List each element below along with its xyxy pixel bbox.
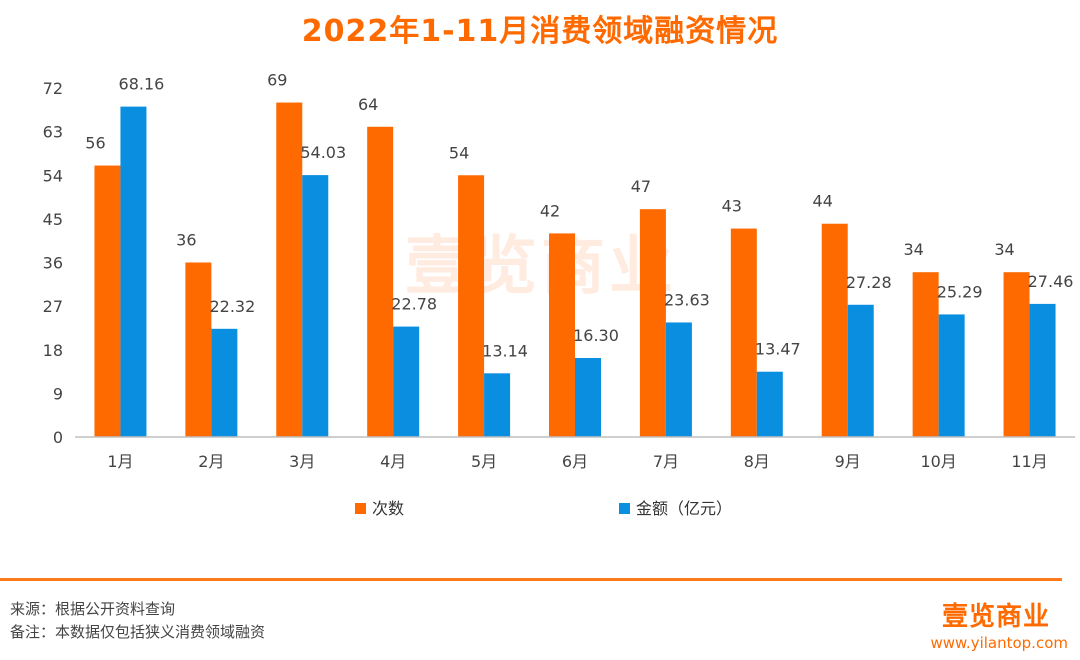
- y-tick-label: 0: [53, 428, 63, 447]
- data-label: 43: [722, 197, 742, 216]
- data-label: 44: [813, 192, 833, 211]
- data-label: 27.46: [1028, 272, 1074, 291]
- y-tick-label: 27: [43, 297, 63, 316]
- y-axis: 0 9 18 27 36 45 54 63 72: [43, 79, 63, 447]
- bar-amount: [756, 371, 783, 437]
- x-tick-label: 2月: [198, 452, 224, 471]
- legend-swatch: [619, 503, 630, 514]
- x-tick-label: 6月: [562, 452, 588, 471]
- bar-count: [458, 175, 485, 437]
- x-tick-label: 1月: [107, 452, 133, 471]
- data-label: 36: [176, 231, 196, 250]
- legend-label: 金额（亿元）: [636, 499, 732, 518]
- bar-amount: [847, 304, 874, 437]
- data-label: 54: [449, 143, 469, 162]
- x-tick-label: 8月: [744, 452, 770, 471]
- data-label: 56: [85, 134, 105, 153]
- bar-amount: [938, 314, 965, 437]
- bar-count: [549, 233, 575, 437]
- bar-count: [185, 262, 212, 437]
- bar-amount: [484, 373, 511, 437]
- bar-chart: 0 9 18 27 36 45 54 63 72 56 68.16 36 22.32 69 54.03 64…: [43, 71, 1075, 518]
- data-label: 64: [358, 95, 378, 114]
- website-link[interactable]: www.yilantop.com: [930, 634, 1069, 652]
- bar-count: [94, 165, 121, 438]
- data-label: 13.14: [482, 341, 528, 360]
- x-tick-label: 7月: [653, 452, 679, 471]
- y-tick-label: 18: [43, 341, 63, 360]
- bar-count: [730, 228, 757, 437]
- legend-swatch: [355, 503, 366, 514]
- x-tick-label: 3月: [289, 452, 315, 471]
- data-label: 34: [903, 240, 923, 259]
- bar-count: [367, 126, 394, 438]
- x-axis: 1月 2月 3月 4月 5月 6月 7月 8月 9月 10月 11月: [75, 436, 1075, 471]
- data-label: 23.63: [664, 290, 710, 309]
- data-label: 47: [631, 177, 651, 196]
- bar-amount: [302, 175, 329, 437]
- data-label: 42: [540, 201, 560, 220]
- bars: 56 68.16 36 22.32 69 54.03 64 22.78 54 13.14 42 16.…: [85, 71, 1074, 438]
- bar-amount: [393, 326, 420, 437]
- bar-amount: [211, 328, 238, 437]
- data-label: 27.28: [846, 273, 892, 292]
- y-tick-label: 9: [53, 384, 63, 403]
- chart-title: 2022年1-11月消费领域融资情况: [301, 14, 779, 49]
- remark-note: 备注：本数据仅包括狭义消费领域融资: [10, 623, 266, 641]
- source-note: 来源：根据公开资料查询: [10, 600, 176, 618]
- data-label: 68.16: [119, 75, 165, 94]
- data-label: 25.29: [937, 282, 983, 301]
- legend: 次数 金额（亿元）: [355, 499, 732, 518]
- bar-amount: [120, 106, 147, 437]
- data-label: 69: [267, 71, 287, 90]
- y-tick-label: 36: [43, 254, 63, 273]
- data-label: 16.30: [573, 326, 619, 345]
- bar-count: [912, 272, 939, 437]
- data-label: 22.32: [209, 297, 255, 316]
- x-tick-label: 4月: [380, 452, 406, 471]
- bar-count: [821, 223, 848, 437]
- x-tick-label: 9月: [835, 452, 861, 471]
- data-label: 22.78: [391, 295, 437, 314]
- bar-count: [276, 102, 303, 438]
- x-tick-label: 10月: [920, 452, 956, 471]
- y-tick-label: 54: [43, 166, 63, 185]
- legend-label: 次数: [372, 499, 404, 518]
- bar-count: [1003, 272, 1030, 437]
- brand-logo: 壹览商业: [941, 602, 1050, 632]
- bar-amount: [1029, 303, 1056, 437]
- data-label: 13.47: [755, 340, 801, 359]
- data-label: 54.03: [300, 143, 346, 162]
- x-tick-label: 5月: [471, 452, 497, 471]
- x-tick-label: 11月: [1011, 452, 1047, 471]
- bar-amount: [575, 357, 601, 437]
- bar-amount: [665, 322, 692, 437]
- watermark-logo: 壹览商业: [405, 230, 677, 304]
- data-label: 34: [994, 240, 1014, 259]
- y-tick-label: 72: [43, 79, 63, 98]
- y-tick-label: 63: [43, 123, 63, 142]
- footer-divider: [0, 578, 1062, 581]
- y-tick-label: 45: [43, 210, 63, 229]
- bar-count: [639, 209, 666, 437]
